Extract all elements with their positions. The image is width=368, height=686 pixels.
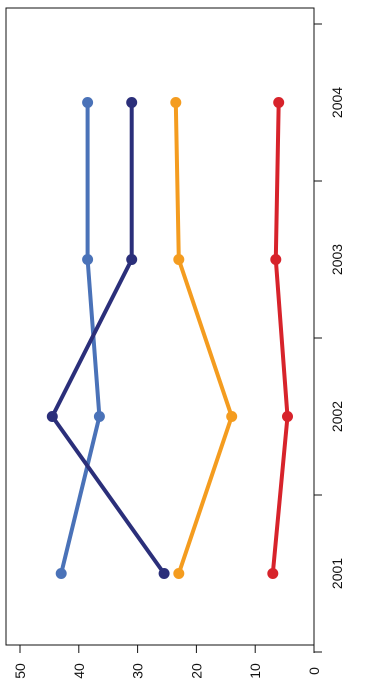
data-point xyxy=(226,411,238,422)
value-tick-label: 0 xyxy=(306,667,322,675)
plot-frame xyxy=(5,7,315,646)
data-point xyxy=(273,97,285,108)
value-tick-label: 10 xyxy=(247,663,263,679)
series-layer xyxy=(46,97,293,579)
data-point xyxy=(82,254,94,265)
data-point xyxy=(46,411,58,422)
value-tick-label: 40 xyxy=(71,663,87,679)
data-point xyxy=(93,411,105,422)
value-tick-label: 20 xyxy=(188,663,204,679)
data-point xyxy=(55,568,67,579)
data-point xyxy=(173,568,185,579)
category-tick-label: 2002 xyxy=(329,401,345,432)
category-tick-label: 2004 xyxy=(329,87,345,118)
category-tick-label: 2003 xyxy=(329,244,345,275)
data-point xyxy=(173,254,185,265)
series-line-3 xyxy=(173,100,234,576)
data-point xyxy=(82,97,94,108)
data-point xyxy=(158,568,170,579)
series-line-4 xyxy=(270,100,290,576)
data-point xyxy=(126,254,138,265)
category-tick-label: 2001 xyxy=(329,558,345,589)
data-point xyxy=(126,97,138,108)
axis-layer: 2001 2002 2003 2004 0 10 20 30 40 50 xyxy=(6,23,345,679)
value-tick-label: 50 xyxy=(12,663,28,679)
series-line-2 xyxy=(50,100,167,576)
data-point xyxy=(267,568,279,579)
data-point xyxy=(270,254,282,265)
data-point xyxy=(170,97,182,108)
value-tick-label: 30 xyxy=(130,663,146,679)
data-point xyxy=(282,411,293,422)
